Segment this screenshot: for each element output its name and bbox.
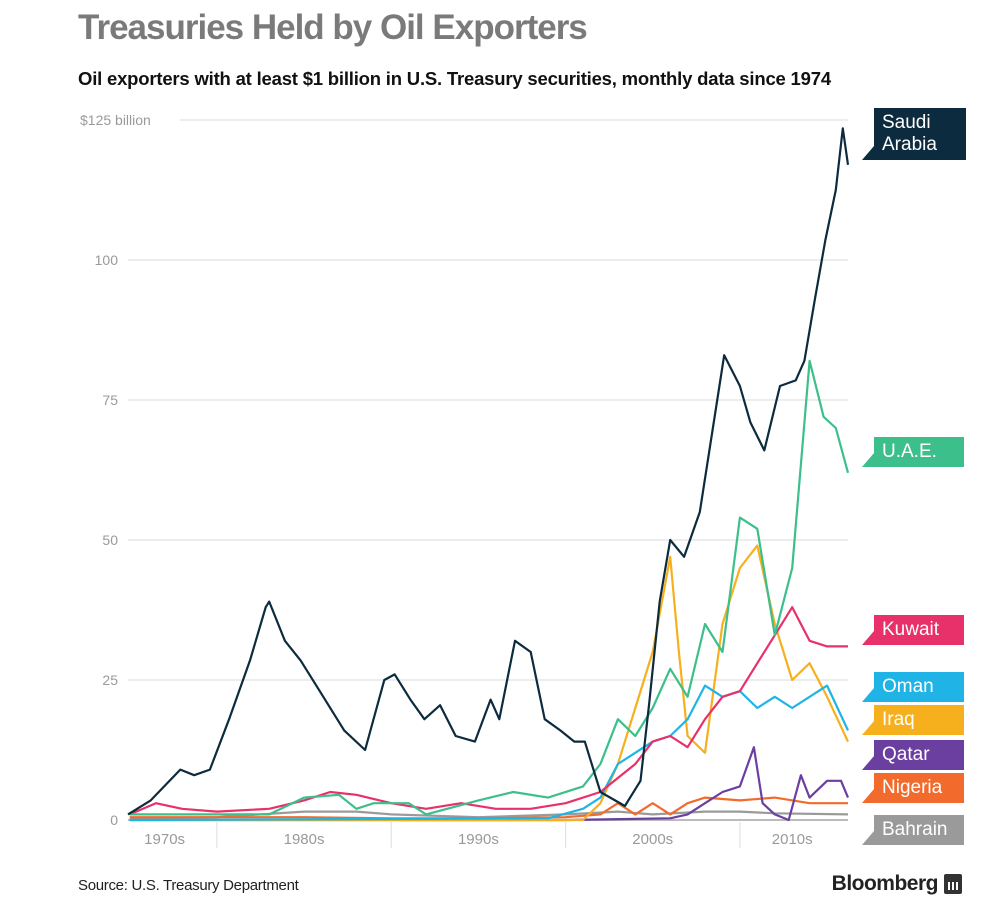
series-label-saudi-arabia: Saudi Arabia <box>862 108 966 160</box>
series-label-u-a-e-: U.A.E. <box>862 437 964 467</box>
y-tick-label: $125 billion <box>80 112 151 128</box>
series-line-nigeria <box>129 796 848 820</box>
series-label-qatar: Qatar <box>862 740 964 770</box>
x-tick-label: 1970s <box>144 831 185 848</box>
bloomberg-chart-icon <box>944 874 962 894</box>
y-tick-label: 0 <box>110 812 118 828</box>
source-note: Source: U.S. Treasury Department <box>78 877 299 894</box>
series-label-kuwait: Kuwait <box>862 615 964 645</box>
y-tick-label: 50 <box>102 532 118 548</box>
series-label-iraq: Iraq <box>862 705 964 735</box>
y-tick-label: 100 <box>95 252 119 268</box>
series-line-qatar <box>129 746 850 822</box>
chart-subtitle: Oil exporters with at least $1 billion i… <box>78 68 831 89</box>
y-tick-label: 25 <box>102 672 118 688</box>
x-tick-label: 1990s <box>458 831 499 848</box>
x-tick-label: 2010s <box>772 831 813 848</box>
series-label-nigeria: Nigeria <box>862 773 964 803</box>
series-label-bahrain: Bahrain <box>862 815 964 845</box>
x-tick-label: 1980s <box>284 831 325 848</box>
logo-text: Bloomberg <box>831 872 939 895</box>
bloomberg-logo: Bloomberg <box>832 872 962 896</box>
x-tick-label: 2000s <box>632 831 673 848</box>
y-tick-label: 75 <box>102 392 118 408</box>
series-line-saudi-arabia <box>127 127 850 816</box>
series-line-iraq <box>129 544 849 822</box>
series-line-u-a-e- <box>129 359 850 816</box>
series-line-kuwait <box>129 606 848 816</box>
series-label-oman: Oman <box>862 672 964 702</box>
series-line-oman <box>129 684 849 822</box>
chart-title: Treasuries Held by Oil Exporters <box>78 8 588 47</box>
